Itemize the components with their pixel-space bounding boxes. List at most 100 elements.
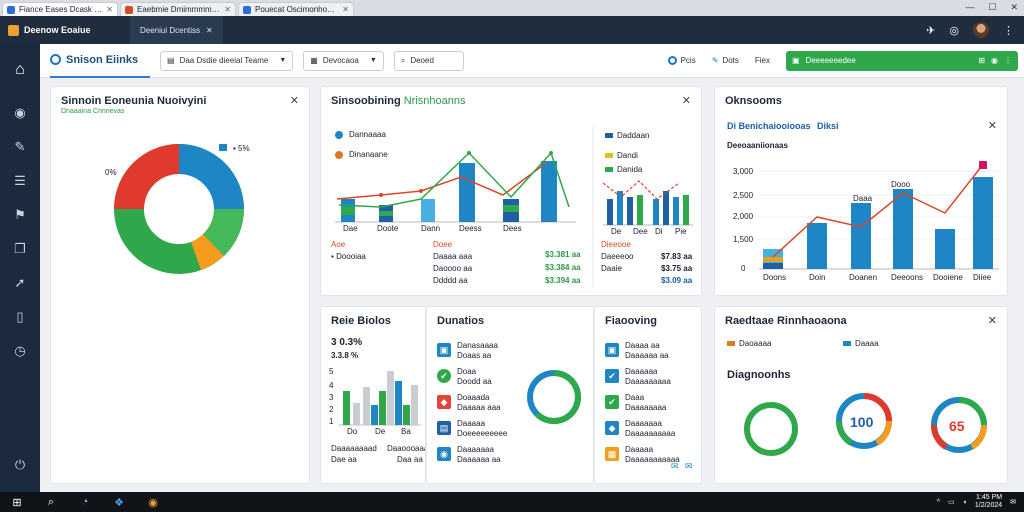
app-header: Deenow Eoaiue Deeniui Dcentiss ✕ ✈ ◎ ⋮	[0, 16, 1024, 44]
settings-icon[interactable]: ◉	[991, 56, 998, 65]
legend-label: Di Benichaiooiooas	[727, 121, 811, 131]
document-icon[interactable]: ▯	[16, 309, 24, 324]
x-tick-label: De	[611, 227, 622, 236]
browser-tab-1[interactable]: Fiance Eases Dcask Danonmcsoronaks ✕	[2, 2, 118, 16]
close-icon[interactable]: ✕	[206, 25, 213, 35]
app-tab-active[interactable]: Deeniui Dcentiss ✕	[130, 16, 223, 44]
sub-value: 3.3.8 %	[331, 351, 359, 360]
header-actions: ✈ ◎ ⋮	[926, 22, 1024, 38]
x-tick: Doons	[763, 273, 787, 282]
close-icon[interactable]: ✕	[987, 315, 997, 327]
explorer-app-icon[interactable]: ❖	[114, 496, 124, 509]
x-tick-label: Dae	[343, 224, 358, 233]
browser-tab-3[interactable]: Pouecat Oscimonhones ✕	[238, 2, 354, 16]
filter-select[interactable]: ▤ Daa Dsdie dieeial Teame ▼	[160, 50, 294, 71]
battery-icon[interactable]: ▭	[948, 499, 955, 506]
y-tick: 4	[329, 381, 334, 390]
gauge-2	[836, 393, 892, 449]
more-icon[interactable]: ⋮	[1003, 24, 1014, 37]
mid-value: Daoooo aa	[433, 264, 473, 273]
x-tick-label: Dee	[633, 227, 648, 236]
x-tick: Diiee	[973, 273, 992, 282]
close-icon[interactable]: ✕	[224, 5, 231, 14]
clock-date: 1/2/2024	[974, 502, 1003, 509]
notification-icon[interactable]: ✉	[1010, 499, 1016, 506]
fiex-button[interactable]: Fiex	[755, 56, 770, 65]
clock-icon[interactable]: ◷	[14, 343, 26, 358]
more-icon[interactable]: ⋮	[1004, 56, 1012, 65]
x-tick-label: Dann	[421, 224, 441, 233]
close-icon[interactable]: ✕	[106, 5, 113, 14]
dots-button[interactable]: ✎ Dots	[712, 56, 739, 65]
mail-icon[interactable]: ✉	[671, 461, 679, 471]
x-tick: Do	[347, 427, 358, 436]
view-select[interactable]: ▦ Devocaoa ▼	[303, 50, 384, 71]
row-label: Aoe	[331, 240, 346, 249]
list-item-label: Daaaaaaa	[625, 419, 662, 428]
wrench-icon[interactable]: ✎	[14, 139, 26, 154]
tab-favicon-icon	[243, 5, 251, 14]
list-item-icon: ✔	[605, 369, 619, 383]
share-icon[interactable]: ✈	[926, 24, 936, 37]
pics-button[interactable]: Pcis	[667, 56, 696, 65]
pics-label: Pcis	[680, 56, 696, 65]
power-icon[interactable]: ⏻	[14, 457, 26, 472]
close-icon[interactable]: ✕	[987, 120, 997, 132]
avatar[interactable]	[973, 22, 989, 38]
list-item-icon: ◆	[605, 421, 619, 435]
browser-app-icon[interactable]: ◔	[81, 496, 89, 508]
mid-value: Daaaa aaa	[433, 252, 473, 261]
legend-label: Dandi	[617, 151, 638, 160]
list-item-value: Daaaaaaaaaaa	[625, 455, 680, 464]
green-value: $3.384 aa	[545, 263, 581, 272]
home-icon[interactable]: ⌂	[15, 61, 25, 78]
maximize-icon[interactable]: ☐	[988, 2, 997, 12]
chevron-up-icon[interactable]: ^	[936, 498, 941, 506]
y-tick: 2,500	[733, 191, 754, 200]
clock[interactable]: 1:45 PM 1/2/2024	[975, 494, 1002, 510]
close-window-icon[interactable]: ✕	[1010, 2, 1018, 12]
y-tick: 5	[329, 367, 334, 376]
notifications-icon[interactable]: ◎	[949, 24, 959, 37]
progress-ring	[527, 370, 582, 425]
list-item-icon: ▣	[605, 343, 619, 357]
card-financial-summary: Sinnoin Eoneunia Nuoivyini Dnaaaina Cnnn…	[50, 86, 310, 484]
close-icon[interactable]: ✕	[342, 5, 349, 14]
search-icon[interactable]: ⌕	[47, 495, 55, 508]
minimize-icon[interactable]: —	[965, 2, 975, 12]
report-icon[interactable]: ☰	[14, 173, 26, 188]
chrome-app-icon[interactable]: ◉	[148, 496, 158, 509]
filter-select-value: Daa Dsdie dieeial Teame	[179, 56, 269, 65]
search-input[interactable]: ⌕ Deoed	[393, 50, 464, 71]
view-select-value: Devocaoa	[322, 56, 359, 65]
start-icon[interactable]: ⊞	[12, 496, 22, 509]
foot-label: Daaoooaaa	[387, 444, 426, 453]
foot-label: Daaaaaaaad	[331, 444, 377, 453]
point-label: Daaa	[853, 194, 873, 203]
card-operations: Oknsooms Di Benichaiooiooas Diksi ✕ Deeo…	[714, 86, 1008, 296]
donut-chart	[114, 144, 245, 274]
green-value: $3.381 aa	[545, 250, 581, 259]
status-bar-green[interactable]: ▣ Deeeeeeedee ⊞ ◉ ⋮	[786, 50, 1018, 71]
browser-tab-2[interactable]: Eaebmie Dmimmmmaevonis ✕	[120, 2, 236, 16]
list-item-label: Daaa	[625, 393, 645, 402]
people-icon[interactable]: ⚑	[14, 207, 26, 222]
grid-icon[interactable]: ⊞	[978, 56, 986, 65]
card-diagnostics: Raedtaae Rinnhaoaona ✕ Daoaaaa Daaaa Dia…	[714, 306, 1008, 484]
app-brand[interactable]: Deenow Eoaiue	[0, 24, 130, 36]
dashboard-icon[interactable]: ◉	[14, 105, 26, 120]
book-icon[interactable]: ❐	[14, 241, 26, 256]
list-item-icon: ▤	[437, 421, 451, 435]
x-tick-label: Doote	[377, 224, 399, 233]
rocket-icon[interactable]: ➚	[14, 275, 26, 290]
speaker-icon[interactable]: ◖	[962, 498, 967, 506]
legend-dot	[335, 131, 343, 139]
list-item-value: Daaaaaa aa	[625, 351, 669, 360]
y-tick: 0	[741, 264, 746, 273]
close-icon[interactable]: ✕	[681, 95, 691, 107]
green-value: $3.394 aa	[545, 276, 581, 285]
mail-icon[interactable]: ✉	[685, 461, 693, 471]
point-label: Dooo	[891, 180, 911, 189]
close-icon[interactable]: ✕	[289, 95, 299, 107]
row-label: Doee	[433, 240, 453, 249]
